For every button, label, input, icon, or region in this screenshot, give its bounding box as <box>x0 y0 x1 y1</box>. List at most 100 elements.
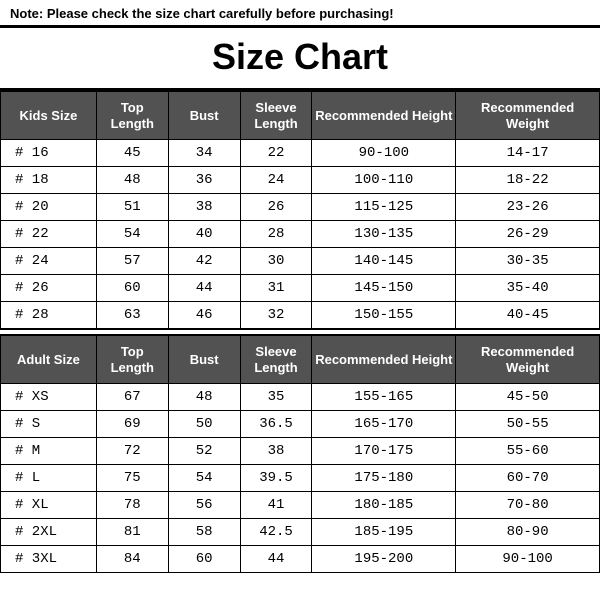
cell-bust: 36 <box>168 167 240 194</box>
cell-bust: 60 <box>168 546 240 573</box>
cell-top-length: 54 <box>96 221 168 248</box>
cell-size: # 22 <box>1 221 97 248</box>
cell-size: # 3XL <box>1 546 97 573</box>
cell-sleeve: 36.5 <box>240 411 312 438</box>
table-row: # L755439.5175-18060-70 <box>1 465 600 492</box>
cell-sleeve: 32 <box>240 302 312 330</box>
cell-top-length: 67 <box>96 384 168 411</box>
cell-height: 130-135 <box>312 221 456 248</box>
cell-weight: 60-70 <box>456 465 600 492</box>
cell-sleeve: 31 <box>240 275 312 302</box>
cell-weight: 26-29 <box>456 221 600 248</box>
cell-height: 195-200 <box>312 546 456 573</box>
cell-top-length: 84 <box>96 546 168 573</box>
cell-height: 185-195 <box>312 519 456 546</box>
cell-size: # S <box>1 411 97 438</box>
cell-bust: 40 <box>168 221 240 248</box>
cell-size: # 28 <box>1 302 97 330</box>
table-row: # 26604431145-15035-40 <box>1 275 600 302</box>
cell-bust: 44 <box>168 275 240 302</box>
table-row: # XL785641180-18570-80 <box>1 492 600 519</box>
cell-weight: 50-55 <box>456 411 600 438</box>
cell-height: 175-180 <box>312 465 456 492</box>
kids-header-row: Kids Size Top Length Bust Sleeve Length … <box>1 92 600 140</box>
cell-top-length: 48 <box>96 167 168 194</box>
warning-note: Note: Please check the size chart carefu… <box>0 0 600 25</box>
cell-weight: 45-50 <box>456 384 600 411</box>
cell-size: # 2XL <box>1 519 97 546</box>
cell-top-length: 63 <box>96 302 168 330</box>
table-row: # 18483624100-11018-22 <box>1 167 600 194</box>
cell-bust: 56 <box>168 492 240 519</box>
table-row: # 28634632150-15540-45 <box>1 302 600 330</box>
col-top-length: Top Length <box>96 335 168 384</box>
table-row: # M725238170-17555-60 <box>1 438 600 465</box>
col-kids-size: Kids Size <box>1 92 97 140</box>
cell-top-length: 69 <box>96 411 168 438</box>
cell-top-length: 57 <box>96 248 168 275</box>
table-row: # XS674835155-16545-50 <box>1 384 600 411</box>
cell-sleeve: 24 <box>240 167 312 194</box>
table-row: # 24574230140-14530-35 <box>1 248 600 275</box>
cell-height: 170-175 <box>312 438 456 465</box>
col-adult-size: Adult Size <box>1 335 97 384</box>
cell-bust: 38 <box>168 194 240 221</box>
cell-top-length: 78 <box>96 492 168 519</box>
cell-weight: 80-90 <box>456 519 600 546</box>
cell-size: # M <box>1 438 97 465</box>
cell-size: # 16 <box>1 140 97 167</box>
cell-size: # XL <box>1 492 97 519</box>
cell-top-length: 72 <box>96 438 168 465</box>
cell-weight: 40-45 <box>456 302 600 330</box>
cell-weight: 55-60 <box>456 438 600 465</box>
cell-sleeve: 35 <box>240 384 312 411</box>
cell-bust: 58 <box>168 519 240 546</box>
cell-height: 90-100 <box>312 140 456 167</box>
col-top-length: Top Length <box>96 92 168 140</box>
cell-bust: 48 <box>168 384 240 411</box>
cell-size: # 26 <box>1 275 97 302</box>
cell-weight: 70-80 <box>456 492 600 519</box>
cell-size: # L <box>1 465 97 492</box>
cell-bust: 42 <box>168 248 240 275</box>
cell-sleeve: 26 <box>240 194 312 221</box>
table-row: # 2XL815842.5185-19580-90 <box>1 519 600 546</box>
cell-size: # 24 <box>1 248 97 275</box>
table-row: # 20513826115-12523-26 <box>1 194 600 221</box>
col-rec-weight: Recommended Weight <box>456 92 600 140</box>
cell-height: 140-145 <box>312 248 456 275</box>
cell-sleeve: 30 <box>240 248 312 275</box>
cell-size: # 20 <box>1 194 97 221</box>
cell-sleeve: 39.5 <box>240 465 312 492</box>
cell-height: 165-170 <box>312 411 456 438</box>
col-rec-height: Recommended Height <box>312 335 456 384</box>
cell-height: 150-155 <box>312 302 456 330</box>
cell-bust: 50 <box>168 411 240 438</box>
table-row: # S695036.5165-17050-55 <box>1 411 600 438</box>
cell-top-length: 45 <box>96 140 168 167</box>
cell-weight: 30-35 <box>456 248 600 275</box>
cell-bust: 46 <box>168 302 240 330</box>
size-chart-table: Kids Size Top Length Bust Sleeve Length … <box>0 91 600 573</box>
table-row: # 3XL846044195-20090-100 <box>1 546 600 573</box>
col-rec-height: Recommended Height <box>312 92 456 140</box>
cell-top-length: 75 <box>96 465 168 492</box>
cell-weight: 35-40 <box>456 275 600 302</box>
cell-bust: 34 <box>168 140 240 167</box>
cell-height: 180-185 <box>312 492 456 519</box>
cell-height: 145-150 <box>312 275 456 302</box>
cell-sleeve: 42.5 <box>240 519 312 546</box>
cell-height: 100-110 <box>312 167 456 194</box>
cell-sleeve: 22 <box>240 140 312 167</box>
cell-weight: 14-17 <box>456 140 600 167</box>
cell-weight: 90-100 <box>456 546 600 573</box>
cell-sleeve: 38 <box>240 438 312 465</box>
cell-size: # XS <box>1 384 97 411</box>
cell-weight: 18-22 <box>456 167 600 194</box>
cell-top-length: 51 <box>96 194 168 221</box>
cell-bust: 52 <box>168 438 240 465</box>
cell-size: # 18 <box>1 167 97 194</box>
chart-title: Size Chart <box>0 25 600 91</box>
cell-bust: 54 <box>168 465 240 492</box>
cell-top-length: 60 <box>96 275 168 302</box>
